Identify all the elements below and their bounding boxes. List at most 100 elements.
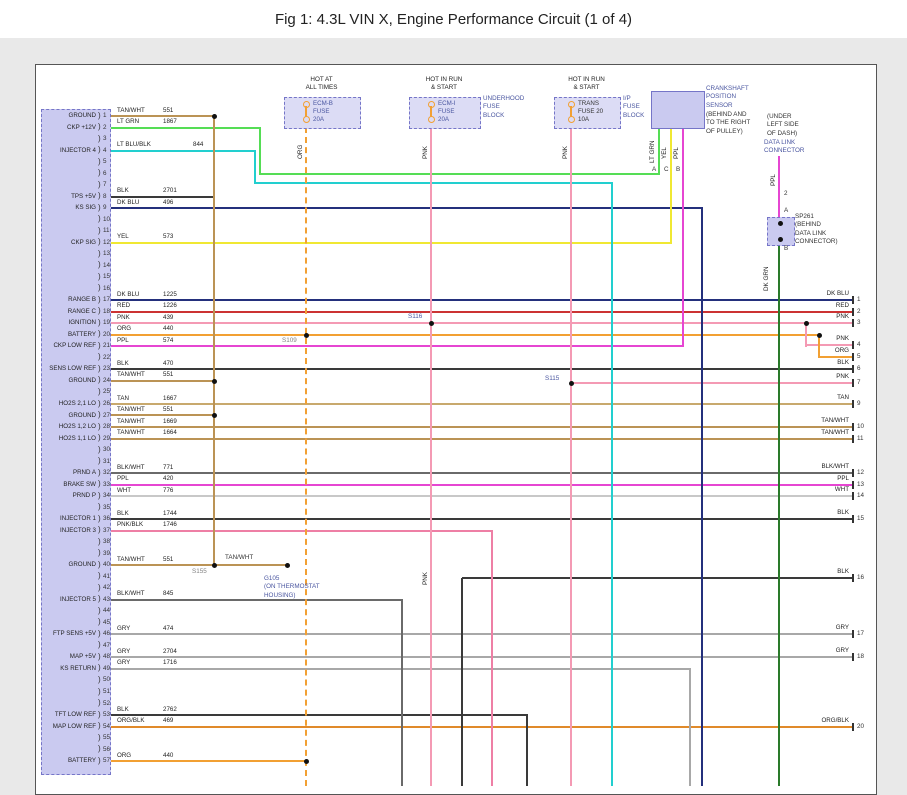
pin-number: 6 [103, 169, 107, 177]
pin-number: 8 [103, 192, 107, 200]
pin-number: 29 [103, 434, 111, 442]
splice-dot [428, 320, 434, 326]
pin-bracket: ) [98, 456, 101, 466]
pin-function-label: IGNITION [68, 319, 97, 327]
splice-dot [303, 758, 309, 764]
wire-segment [111, 726, 853, 728]
pin-bracket: ) [98, 617, 101, 627]
pin-function-label: GROUND [68, 112, 97, 119]
wire-circuit-number: 771 [163, 463, 174, 471]
pin-number: 24 [103, 376, 111, 384]
diagram-label-rotated: DK GRN [763, 266, 770, 292]
terminal-tick [852, 296, 854, 304]
fuse-box [554, 97, 621, 129]
pin-number: 37 [103, 526, 111, 534]
diagram-label: 2 [784, 190, 788, 197]
pin-bracket: ) [98, 340, 101, 350]
pin-bracket: ) [98, 490, 101, 500]
diagram-label: S115 [545, 375, 560, 382]
wire-color-label: DK BLU [117, 198, 140, 206]
pin-bracket: ) [98, 628, 101, 638]
terminal-tick [852, 365, 854, 373]
terminal-number: 14 [857, 492, 865, 499]
pin-number: 42 [103, 584, 111, 592]
fuse-name: TRANS FUSE 20 10A [578, 100, 604, 124]
pin-bracket: ) [98, 467, 101, 477]
pin-number: 15 [103, 273, 111, 281]
pin-number: 41 [103, 572, 111, 580]
wire-color-label: BLK/WHT [117, 590, 145, 598]
pin-bracket: ) [98, 698, 101, 708]
pin-number: 13 [103, 250, 111, 258]
pin-bracket: ) [98, 502, 101, 512]
fuse-block-label: UNDERHOOD FUSE BLOCK [483, 95, 525, 119]
pin-function-label: KS SIG [75, 204, 96, 212]
wire-circuit-number: 573 [163, 233, 174, 241]
splice-dot [211, 378, 217, 384]
wire-segment [111, 368, 853, 370]
pin-bracket: ) [98, 559, 101, 569]
pin-number: 11 [103, 227, 110, 235]
terminal-tick [852, 400, 854, 408]
pin-bracket: ) [98, 433, 101, 443]
terminal-number: 17 [857, 630, 865, 637]
wire-color-label: TAN/WHT [117, 106, 145, 114]
wire-segment [701, 208, 703, 786]
wire-segment [401, 600, 403, 786]
diagram-label: G105 (ON THERMOSTAT HOUSING) [264, 575, 320, 599]
diagram-label: S116 [408, 313, 423, 320]
terminal-number: 10 [857, 423, 865, 430]
diagram-label-rotated: PNK [422, 146, 429, 159]
pin-function-label: GROUND [68, 411, 97, 419]
wire-circuit-number: 1226 [163, 302, 177, 310]
pin-bracket: ) [98, 594, 101, 604]
splice-dot [211, 412, 217, 418]
ecm-connector-block [41, 109, 111, 775]
wire-segment [818, 335, 820, 358]
pin-bracket: ) [98, 479, 101, 489]
wire-segment [111, 242, 672, 244]
terminal-wire-label: BLK [837, 509, 849, 516]
terminal-wire-label: ORG [834, 347, 849, 354]
wire-color-label: LT BLU/BLK [117, 141, 151, 149]
pin-number: 56 [103, 745, 111, 753]
pin-function-label: MAP +5V [69, 653, 96, 661]
pin-number: 19 [103, 319, 111, 327]
pin-bracket: ) [98, 363, 101, 373]
wire-color-label: GRY [117, 647, 131, 655]
wire-segment [111, 530, 493, 532]
fuse-symbol-icon [570, 106, 572, 117]
pin-function-label: RANGE B [68, 296, 96, 304]
pin-bracket: ) [98, 271, 101, 281]
wire-segment [462, 577, 853, 579]
wire-segment [111, 196, 215, 198]
wire-segment [111, 403, 853, 405]
splice-dot [777, 236, 783, 242]
wire-segment [111, 633, 853, 635]
wire-segment [111, 599, 403, 601]
title-bar: Fig 1: 4.3L VIN X, Engine Performance Ci… [0, 0, 907, 38]
wire-circuit-number: 845 [163, 590, 174, 598]
wire-color-label: GRY [117, 624, 131, 632]
terminal-wire-label: BLK/WHT [821, 463, 849, 470]
pin-number: 10 [103, 215, 111, 223]
diagram-label: (UNDER LEFT SIDE OF DASH) [767, 113, 799, 137]
pin-function-label: MAP LOW REF [52, 722, 96, 730]
pin-number: 22 [103, 353, 111, 361]
pin-bracket: ) [98, 744, 101, 754]
terminal-wire-label: PPL [837, 475, 849, 482]
splice-dot [211, 562, 217, 568]
terminal-number: 11 [857, 435, 864, 442]
pin-number: 55 [103, 734, 111, 742]
pin-bracket: ) [98, 225, 101, 235]
pin-function-label: INJECTOR 4 [60, 146, 96, 154]
diagram-label-rotated: LT GRN [649, 140, 656, 163]
pin-bracket: ) [98, 421, 101, 431]
pin-number: 5 [103, 158, 107, 166]
pin-bracket: ) [98, 398, 101, 408]
fuse-block-label: I/P FUSE BLOCK [623, 95, 645, 119]
pin-bracket: ) [98, 110, 101, 120]
pin-number: 20 [103, 330, 111, 338]
diagram-label: SP261 (BEHIND DATA LINK CONNECTOR) [795, 213, 838, 246]
wire-segment [778, 244, 780, 786]
